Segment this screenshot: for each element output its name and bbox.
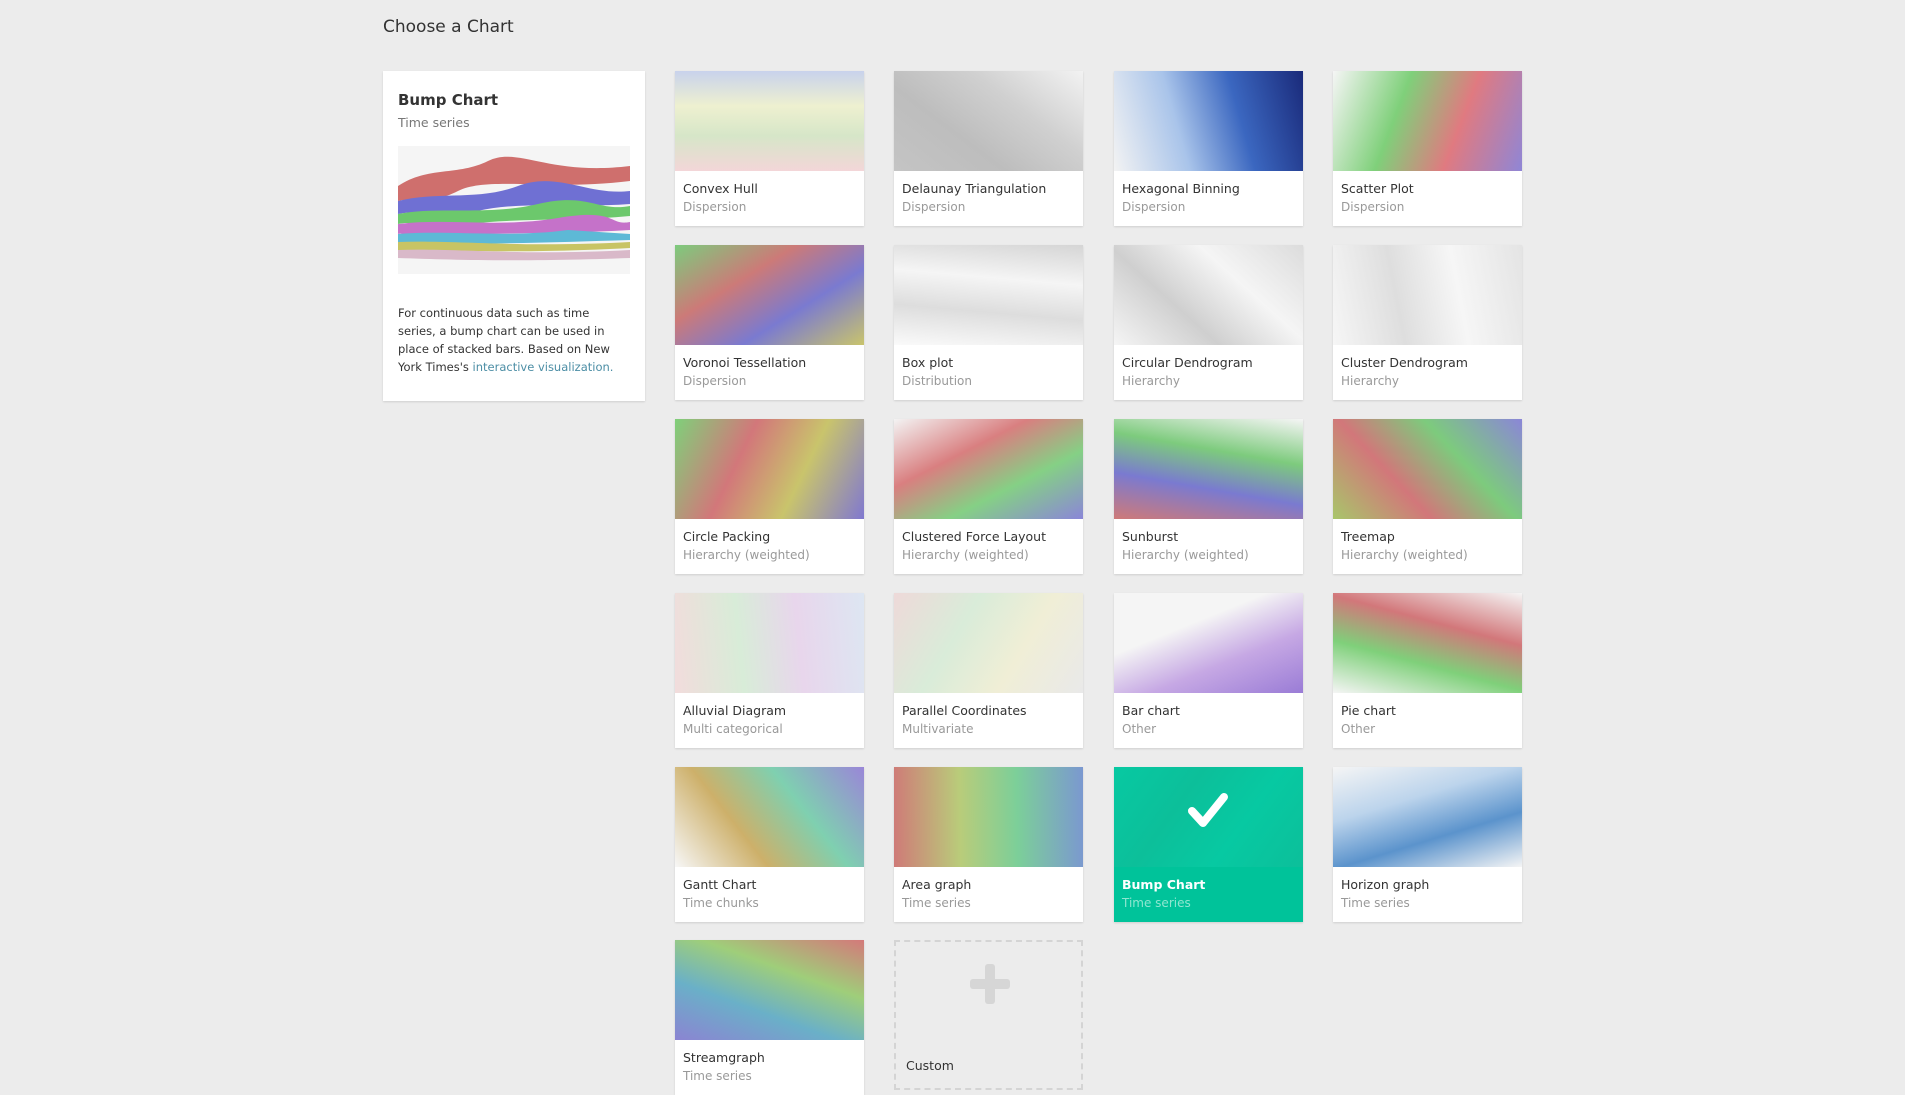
chart-thumbnail [894, 593, 1083, 693]
chart-card-name: Gantt Chart [683, 877, 757, 892]
chart-thumbnail [1114, 593, 1303, 693]
chart-thumbnail [1333, 593, 1522, 693]
page-title: Choose a Chart [383, 17, 514, 37]
chart-card-circular-dendrogram[interactable]: Circular Dendrogram Hierarchy [1114, 245, 1303, 400]
chart-thumbnail [675, 245, 864, 345]
chart-card-name: Box plot [902, 355, 954, 370]
chart-card-category: Time series [1341, 896, 1410, 910]
chart-thumbnail [675, 419, 864, 519]
detail-description: For continuous data such as time series,… [398, 306, 614, 374]
plus-icon [970, 964, 1010, 1004]
chart-thumbnail [894, 245, 1083, 345]
chart-card-category: Dispersion [683, 374, 747, 388]
chart-card-parallel-coordinates[interactable]: Parallel Coordinates Multivariate [894, 593, 1083, 748]
chart-thumbnail [894, 419, 1083, 519]
chart-card-sunburst[interactable]: Sunburst Hierarchy (weighted) [1114, 419, 1303, 574]
chart-card-alluvial-diagram[interactable]: Alluvial Diagram Multi categorical [675, 593, 864, 748]
chart-card-name: Scatter Plot [1341, 181, 1414, 196]
chart-card-name: Treemap [1341, 529, 1395, 544]
chart-card-streamgraph[interactable]: Streamgraph Time series [675, 940, 864, 1095]
chart-card-convex-hull[interactable]: Convex Hull Dispersion [675, 71, 864, 226]
chart-card-category: Multivariate [902, 722, 974, 736]
chart-card-category: Dispersion [902, 200, 966, 214]
chart-card-category: Distribution [902, 374, 973, 388]
chart-card-name: Delaunay Triangulation [902, 181, 1047, 196]
chart-card-bar-chart[interactable]: Bar chart Other [1114, 593, 1303, 748]
chart-card-name: Hexagonal Binning [1122, 181, 1240, 196]
chart-thumbnail [894, 767, 1083, 867]
chart-thumbnail [1114, 767, 1303, 867]
chart-thumbnail [1333, 245, 1522, 345]
chart-thumbnail [1333, 767, 1522, 867]
chart-card-box-plot[interactable]: Box plot Distribution [894, 245, 1083, 400]
chart-card-name: Alluvial Diagram [683, 703, 787, 718]
custom-card-name: Custom [906, 1058, 954, 1073]
chart-card-name: Convex Hull [683, 181, 758, 196]
chart-card-name: Clustered Force Layout [902, 529, 1046, 544]
chart-card-category: Hierarchy (weighted) [1341, 548, 1468, 562]
chart-card-category: Time chunks [683, 896, 759, 910]
chart-card-bump-chart[interactable]: Bump Chart Time series [1114, 767, 1303, 922]
chart-card-category: Time series [1122, 896, 1191, 910]
chart-thumbnail [675, 767, 864, 867]
chart-card-scatter-plot[interactable]: Scatter Plot Dispersion [1333, 71, 1522, 226]
chart-card-category: Dispersion [1341, 200, 1405, 214]
chart-card-category: Hierarchy (weighted) [1122, 548, 1249, 562]
chart-card-category: Hierarchy [1341, 374, 1400, 388]
chart-card-voronoi-tessellation[interactable]: Voronoi Tessellation Dispersion [675, 245, 864, 400]
chart-card-category: Multi categorical [683, 722, 783, 736]
bump-chart-preview [398, 146, 630, 274]
chart-thumbnail [675, 593, 864, 693]
chart-card-category: Other [1122, 722, 1157, 736]
chart-card-gantt-chart[interactable]: Gantt Chart Time chunks [675, 767, 864, 922]
detail-category: Time series [398, 115, 470, 130]
chart-card-category: Dispersion [683, 200, 747, 214]
chart-card-hexagonal-binning[interactable]: Hexagonal Binning Dispersion [1114, 71, 1303, 226]
chart-card-name: Circle Packing [683, 529, 771, 544]
chart-card-category: Hierarchy (weighted) [683, 548, 810, 562]
interactive-visualization-link[interactable]: interactive visualization. [472, 360, 614, 374]
chart-card-name: Sunburst [1122, 529, 1179, 544]
chart-card-circle-packing[interactable]: Circle Packing Hierarchy (weighted) [675, 419, 864, 574]
chart-thumbnail [1333, 419, 1522, 519]
chart-card-name: Area graph [902, 877, 972, 892]
chart-card-horizon-graph[interactable]: Horizon graph Time series [1333, 767, 1522, 922]
chart-card-name: Circular Dendrogram [1122, 355, 1253, 370]
chart-card-category: Hierarchy (weighted) [902, 548, 1029, 562]
selected-chart-detail: Bump Chart Time series For continuous da… [383, 71, 645, 401]
chart-card-category: Time series [902, 896, 971, 910]
chart-card-cluster-dendrogram[interactable]: Cluster Dendrogram Hierarchy [1333, 245, 1522, 400]
chart-thumbnail [1114, 245, 1303, 345]
detail-title: Bump Chart [398, 91, 499, 109]
chart-card-category: Other [1341, 722, 1376, 736]
chart-card-clustered-force-layout[interactable]: Clustered Force Layout Hierarchy (weighte… [894, 419, 1083, 574]
chart-card-category: Hierarchy [1122, 374, 1181, 388]
chart-card-area-graph[interactable]: Area graph Time series [894, 767, 1083, 922]
chart-card-name: Streamgraph [683, 1050, 765, 1065]
chart-card-name: Bump Chart [1122, 877, 1206, 892]
chart-card-category: Dispersion [1122, 200, 1186, 214]
chart-card-name: Cluster Dendrogram [1341, 355, 1468, 370]
chart-card-name: Parallel Coordinates [902, 703, 1027, 718]
chart-card-name: Horizon graph [1341, 877, 1430, 892]
chart-card-category: Time series [683, 1069, 752, 1083]
chart-thumbnail [675, 940, 864, 1040]
chart-thumbnail [894, 71, 1083, 171]
chart-thumbnail [1333, 71, 1522, 171]
chart-card-name: Pie chart [1341, 703, 1396, 718]
chart-card-delaunay-triangulation[interactable]: Delaunay Triangulation Dispersion [894, 71, 1083, 226]
chart-card-name: Bar chart [1122, 703, 1180, 718]
chart-thumbnail [675, 71, 864, 171]
chart-thumbnail [1114, 419, 1303, 519]
chart-thumbnail [1114, 71, 1303, 171]
custom-chart-card[interactable]: Custom [894, 940, 1083, 1090]
chart-card-treemap[interactable]: Treemap Hierarchy (weighted) [1333, 419, 1522, 574]
checkmark-icon [1188, 793, 1228, 827]
chart-card-pie-chart[interactable]: Pie chart Other [1333, 593, 1522, 748]
chart-card-name: Voronoi Tessellation [683, 355, 807, 370]
